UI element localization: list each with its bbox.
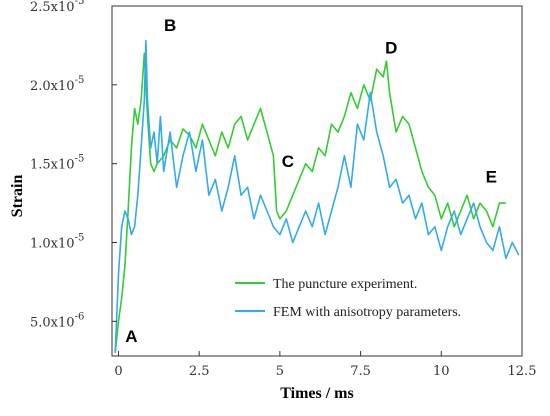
point-label-e: E — [486, 168, 497, 187]
x-tick-label: 7.5 — [350, 364, 371, 379]
point-label-d: D — [385, 38, 397, 57]
y-tick-label: 2.5x10-5 — [30, 0, 84, 15]
series-layer — [114, 39, 520, 353]
legend-label-1: The puncture experiment. — [273, 277, 417, 292]
x-tick-label: 10 — [433, 364, 450, 379]
x-axis-title: Times / ms — [280, 385, 353, 402]
plot-frame — [111, 5, 523, 357]
y-axis: 5.0x10-6 1.0x10-5 1.5x10-5 2.0x10-5 2.5x10-5 — [30, 0, 117, 330]
y-axis-title: Strain — [9, 175, 26, 218]
point-label-a: A — [125, 327, 137, 346]
annotation-layer: A B C D E — [125, 16, 497, 346]
series-line-1 — [114, 52, 506, 353]
x-tick-label: 12.5 — [508, 364, 537, 379]
y-tick-label: 5.0x10-6 — [30, 311, 84, 330]
y-tick-label: 2.0x10-5 — [30, 75, 84, 94]
point-label-c: C — [282, 152, 294, 171]
y-tick-label: 1.0x10-5 — [30, 232, 84, 251]
x-axis: 0 2.5 5 7.5 10 12.5 — [114, 351, 536, 379]
x-tick-label: 0 — [114, 364, 122, 379]
x-tick-label: 2.5 — [189, 364, 210, 379]
x-tick-label: 5 — [276, 364, 284, 379]
legend-label-2: FEM with anisotropy parameters. — [273, 305, 461, 320]
series-line-2 — [114, 39, 520, 353]
y-tick-label: 1.5x10-5 — [30, 154, 84, 173]
point-label-b: B — [164, 16, 176, 35]
legend: The puncture experiment. FEM with anisotr… — [235, 277, 461, 320]
